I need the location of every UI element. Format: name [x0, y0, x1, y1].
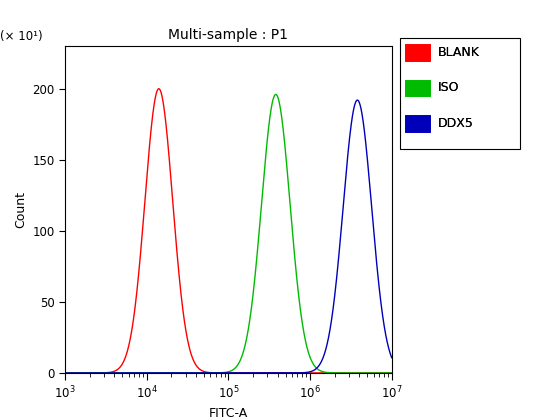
Line: DDX5: DDX5: [65, 100, 392, 373]
Line: ISO: ISO: [65, 94, 392, 373]
Text: ISO: ISO: [438, 81, 460, 95]
DDX5: [255, 370, 262, 375]
BLANK: [255, 370, 262, 375]
DDX5: [78, 370, 85, 375]
DDX5: [180, 370, 187, 375]
BLANK: [62, 370, 69, 375]
ISO: [255, 238, 262, 243]
DDX5: [354, 98, 361, 103]
ISO: [62, 370, 69, 375]
Text: (× 10¹): (× 10¹): [0, 30, 42, 43]
BLANK: [322, 370, 328, 375]
Text: DDX5: DDX5: [438, 117, 474, 130]
ISO: [304, 346, 311, 351]
Text: BLANK: BLANK: [438, 46, 480, 59]
Line: BLANK: BLANK: [65, 89, 392, 373]
ISO: [78, 370, 85, 375]
BLANK: [78, 370, 85, 375]
ISO: [180, 370, 187, 375]
Text: ISO: ISO: [438, 81, 460, 95]
Y-axis label: Count: Count: [14, 191, 27, 228]
BLANK: [156, 86, 162, 91]
X-axis label: FITC-A: FITC-A: [209, 407, 248, 419]
DDX5: [322, 351, 328, 356]
ISO: [322, 370, 328, 375]
ISO: [388, 370, 395, 375]
ISO: [273, 92, 279, 97]
BLANK: [269, 370, 276, 375]
BLANK: [388, 370, 395, 375]
ISO: [269, 98, 276, 103]
DDX5: [388, 355, 395, 360]
DDX5: [269, 370, 276, 375]
Text: DDX5: DDX5: [438, 117, 474, 130]
Title: Multi-sample : P1: Multi-sample : P1: [169, 28, 288, 42]
Text: BLANK: BLANK: [438, 46, 480, 59]
DDX5: [304, 370, 311, 375]
BLANK: [180, 312, 187, 317]
DDX5: [62, 370, 69, 375]
BLANK: [304, 370, 311, 375]
